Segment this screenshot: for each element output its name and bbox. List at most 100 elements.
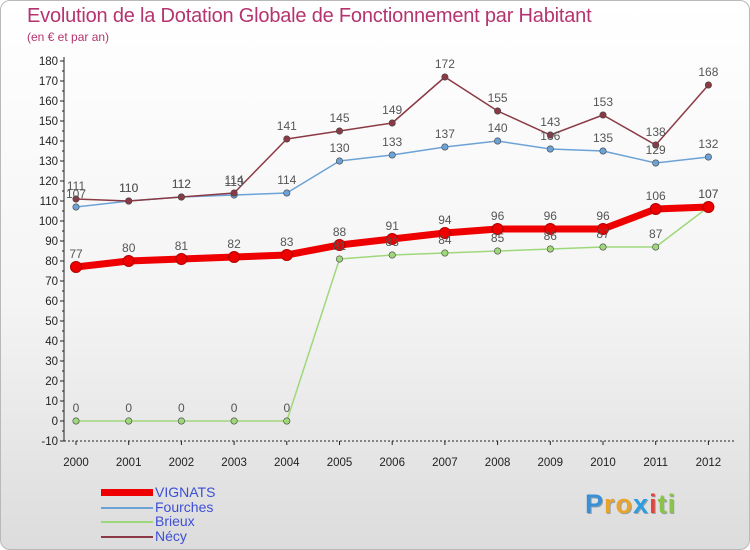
data-label-vignats: 94 [438, 213, 452, 227]
data-label-brieux: 87 [649, 227, 663, 241]
data-point-brieux [125, 417, 133, 425]
legend-label-necy: Nécy [155, 527, 187, 544]
legend-item-fourches: Fourches [101, 499, 261, 515]
logo-letter: r [604, 489, 616, 519]
logo-letter: P [585, 489, 605, 519]
data-label-fourches: 133 [382, 135, 402, 149]
data-point-vignats [438, 227, 451, 239]
data-label-fourches: 137 [435, 127, 455, 141]
y-tick-label: 70 [45, 276, 58, 288]
data-point-brieux [652, 243, 660, 251]
data-point-n-cy [335, 127, 343, 135]
y-tick-label: 180 [39, 56, 58, 68]
data-label-vignats: 80 [122, 241, 136, 255]
legend-swatch-necy [101, 535, 153, 538]
data-label-vignats: 96 [491, 209, 505, 223]
data-point-brieux [599, 243, 607, 251]
y-tick-label: 110 [40, 196, 58, 208]
data-label-brieux: 0 [231, 401, 238, 415]
data-label-n-cy: 155 [488, 91, 508, 105]
data-label-brieux: 81 [333, 239, 347, 253]
data-point-brieux [388, 251, 396, 259]
data-point-vignats [544, 223, 557, 235]
data-point-n-cy [599, 111, 607, 119]
legend-item-brieux: Brieux [101, 513, 261, 529]
data-label-vignats: 81 [175, 239, 189, 253]
data-point-vignats [597, 223, 609, 235]
data-point-vignats [228, 251, 241, 263]
y-tick-label: 150 [39, 116, 58, 128]
data-point-n-cy [283, 135, 291, 143]
data-label-fourches: 130 [329, 141, 349, 155]
y-tick-label: 120 [39, 176, 58, 188]
data-point-vignats [280, 249, 293, 261]
x-tick-label: 2009 [538, 457, 564, 469]
data-point-brieux [335, 255, 343, 263]
data-label-n-cy: 111 [67, 179, 86, 193]
data-point-brieux [177, 417, 185, 425]
data-label-n-cy: 172 [435, 57, 455, 71]
data-label-fourches: 112 [172, 177, 191, 191]
legend-item-necy: Nécy [101, 527, 261, 544]
y-tick-label: 170 [39, 76, 58, 88]
y-tick-label: 100 [39, 216, 58, 228]
x-tick-label: 2006 [379, 457, 405, 469]
data-label-brieux: 0 [178, 401, 185, 415]
x-tick-label: 2000 [63, 457, 89, 469]
data-label-fourches: 136 [540, 129, 560, 143]
data-point-n-cy [125, 197, 133, 205]
data-label-fourches: 114 [277, 173, 296, 187]
y-tick-label: -10 [41, 436, 58, 448]
y-tick-label: 50 [45, 316, 58, 328]
data-label-vignats: 88 [333, 225, 347, 239]
data-label-n-cy: 143 [540, 115, 560, 129]
logo-letter: i [667, 489, 677, 519]
data-point-brieux [72, 417, 80, 425]
chart-subtitle: (en € et par an) [27, 30, 110, 44]
data-point-brieux [441, 249, 449, 257]
legend-swatch-vignats [101, 489, 153, 496]
data-label-brieux: 0 [283, 401, 290, 415]
data-point-brieux [546, 245, 554, 253]
y-tick-label: 60 [45, 296, 58, 308]
x-tick-label: 2002 [169, 457, 195, 469]
data-label-n-cy: 168 [698, 65, 718, 79]
data-label-fourches: 107 [66, 187, 86, 201]
logo-letter: i [649, 489, 658, 519]
legend-item-vignats: VIGNATS [101, 484, 261, 500]
y-tick-label: 10 [45, 396, 58, 408]
logo-letter: t [657, 489, 668, 519]
data-point-n-cy [230, 189, 238, 197]
data-label-fourches: 132 [698, 137, 718, 151]
data-label-brieux: 85 [491, 231, 505, 245]
data-label-n-cy: 138 [646, 125, 666, 139]
y-tick-label: 90 [45, 236, 58, 248]
data-point-brieux [283, 417, 291, 425]
data-label-fourches: 140 [488, 121, 508, 135]
x-tick-label: 2005 [327, 457, 353, 469]
x-tick-label: 2003 [221, 457, 247, 469]
data-label-vignats: 107 [698, 187, 718, 201]
data-point-vignats [649, 203, 662, 215]
data-point-n-cy [704, 81, 712, 89]
legend-label-vignats: VIGNATS [155, 484, 216, 500]
data-point-fourches [546, 145, 554, 153]
y-tick-label: 0 [52, 416, 58, 428]
data-point-brieux [494, 247, 502, 255]
data-point-vignats [122, 255, 135, 267]
data-label-brieux: 84 [438, 233, 452, 247]
data-label-n-cy: 114 [225, 173, 244, 187]
data-point-fourches [441, 143, 449, 151]
data-label-brieux: 83 [386, 235, 400, 249]
data-label-fourches: 113 [225, 175, 244, 189]
data-label-vignats: 91 [386, 219, 400, 233]
logo-letter: o [615, 489, 634, 519]
x-tick-label: 2004 [274, 457, 300, 469]
data-point-vignats [70, 261, 82, 273]
legend-swatch-fourches [101, 506, 153, 509]
y-tick-label: 40 [45, 336, 58, 348]
data-label-n-cy: 145 [329, 111, 349, 125]
data-point-brieux [230, 417, 238, 425]
y-tick-label: 80 [45, 256, 58, 268]
